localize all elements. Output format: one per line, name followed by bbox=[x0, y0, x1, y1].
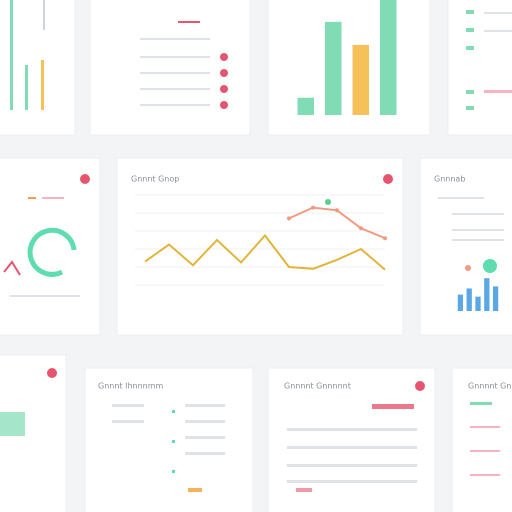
line-series bbox=[144, 233, 386, 271]
card bbox=[89, 0, 251, 136]
list bbox=[140, 21, 228, 109]
bar bbox=[297, 97, 314, 115]
card bbox=[451, 367, 512, 512]
badge bbox=[47, 368, 57, 378]
bar bbox=[380, 0, 397, 115]
line-bar bbox=[43, 0, 45, 30]
marker bbox=[325, 199, 331, 205]
list bbox=[470, 402, 500, 476]
card-title: Gnnnab bbox=[434, 175, 465, 184]
table bbox=[287, 404, 417, 492]
bar bbox=[492, 286, 499, 311]
card-title: Gnnnnt Gnny bbox=[468, 382, 512, 391]
point bbox=[359, 226, 363, 231]
card bbox=[267, 0, 431, 136]
point bbox=[311, 205, 315, 210]
card bbox=[84, 367, 254, 512]
list bbox=[112, 404, 225, 492]
gauge bbox=[3, 174, 90, 297]
bar bbox=[457, 294, 464, 311]
bar bbox=[484, 278, 490, 311]
point bbox=[335, 208, 339, 213]
point bbox=[287, 216, 291, 221]
badge bbox=[415, 381, 425, 391]
badge bbox=[383, 174, 393, 184]
chart-blur bbox=[0, 412, 25, 436]
card bbox=[0, 157, 101, 336]
bar bbox=[466, 288, 472, 311]
card bbox=[267, 367, 436, 512]
card bbox=[447, 0, 512, 136]
card-title: Gnnnt Gnop bbox=[131, 175, 179, 184]
card bbox=[116, 157, 404, 336]
line-bar bbox=[10, 0, 13, 110]
line-bar bbox=[25, 65, 28, 110]
card bbox=[0, 354, 67, 512]
bar bbox=[352, 44, 369, 115]
bar bbox=[325, 21, 342, 116]
list bbox=[438, 197, 504, 273]
bar bbox=[475, 296, 481, 311]
line-bar bbox=[41, 60, 44, 110]
point bbox=[383, 236, 387, 241]
card-title: Gnnnnt Gnnnnnt bbox=[284, 382, 351, 391]
card-title: Gnnnt Ihnnnmm bbox=[98, 382, 164, 391]
list bbox=[466, 10, 512, 110]
